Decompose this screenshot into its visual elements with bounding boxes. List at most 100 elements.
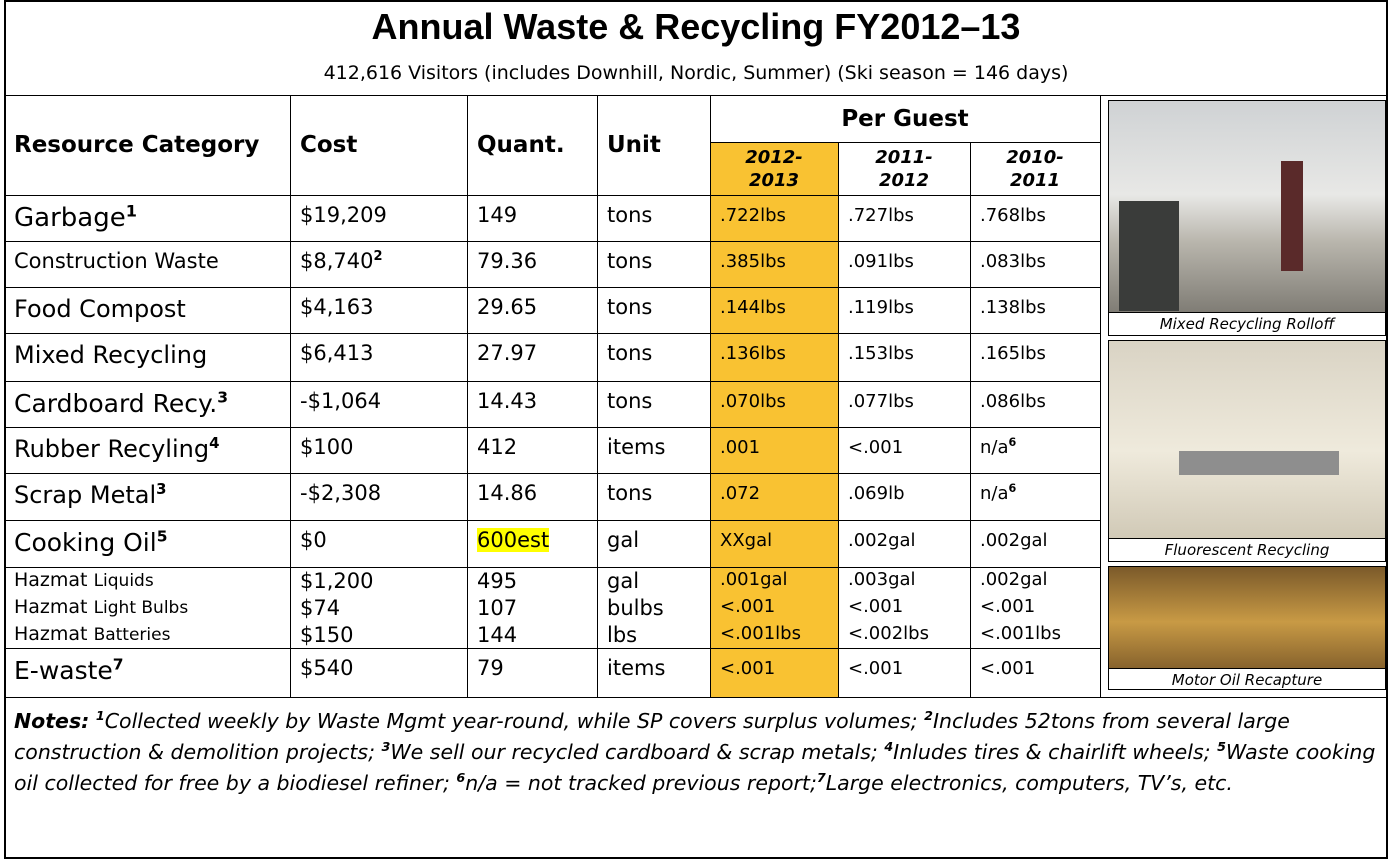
cell-text: 79 xyxy=(477,656,504,680)
table-cell: .070lbs xyxy=(710,381,838,427)
rule xyxy=(4,697,1388,698)
rule xyxy=(597,95,598,697)
table-cell: <.001 xyxy=(710,648,838,697)
table-cell: .086lbs xyxy=(970,381,1100,427)
cell-text: 27.97 xyxy=(477,341,537,365)
notes: Notes: 1Collected weekly by Waste Mgmt y… xyxy=(4,698,1388,856)
superscript: 5 xyxy=(157,528,168,546)
cell-text: $19,209 xyxy=(300,203,387,227)
table-cell: .119lbs xyxy=(838,287,970,333)
cell-text: <.002lbs xyxy=(848,623,929,644)
table-cell: items xyxy=(597,648,710,697)
superscript: 2 xyxy=(373,249,382,264)
cell-text: .727lbs xyxy=(848,205,914,226)
cell-text: <.001 xyxy=(980,658,1035,679)
rule xyxy=(838,142,839,697)
table-cell: .136lbs xyxy=(710,333,838,381)
table-cell: n/a6 xyxy=(970,473,1100,520)
cell-text: 107 xyxy=(477,596,517,620)
table-cell: Hazmat Liquids xyxy=(4,567,290,594)
cell-text: Hazmat xyxy=(14,623,88,645)
table-cell: 27.97 xyxy=(467,333,597,381)
photo-shape xyxy=(1281,161,1303,271)
rule xyxy=(970,142,971,697)
cell-text: Hazmat xyxy=(14,569,88,591)
table-cell: <.001 xyxy=(970,648,1100,697)
cell-text: <.001 xyxy=(848,596,903,617)
table-cell: .002gal xyxy=(970,567,1100,594)
table-cell: .165lbs xyxy=(970,333,1100,381)
rule xyxy=(4,648,1100,649)
rule xyxy=(1100,95,1101,697)
table-cell: 79.36 xyxy=(467,241,597,287)
table-cell: $540 xyxy=(290,648,467,697)
header-text: Unit xyxy=(607,132,661,158)
table-cell: -$2,308 xyxy=(290,473,467,520)
superscript: 5 xyxy=(1217,739,1226,754)
table-cell: n/a6 xyxy=(970,427,1100,473)
rule xyxy=(290,95,291,697)
photo-caption: Mixed Recycling Rolloff xyxy=(1108,312,1386,336)
table-cell: <.001 xyxy=(710,594,838,621)
cell-text: .138lbs xyxy=(980,297,1046,318)
table-cell: .144lbs xyxy=(710,287,838,333)
table-cell: tons xyxy=(597,287,710,333)
table-cell: 107 xyxy=(467,594,597,621)
rule xyxy=(4,427,1100,428)
title: Annual Waste & Recycling FY2012–13 xyxy=(4,6,1388,48)
cell-text: E-waste xyxy=(14,656,113,685)
table-cell: <.002lbs xyxy=(838,621,970,648)
table-cell: .727lbs xyxy=(838,195,970,241)
page: Annual Waste & Recycling FY2012–13 412,6… xyxy=(0,0,1392,861)
cell-text: n/a xyxy=(980,437,1009,458)
superscript: 2 xyxy=(924,708,933,723)
note-text: Inludes tires & chairlift wheels; xyxy=(893,740,1217,764)
cell-text: <.001lbs xyxy=(980,623,1061,644)
table-cell: Food Compost xyxy=(4,287,290,333)
table-cell: gal xyxy=(597,567,710,594)
cell-text: tons xyxy=(607,389,652,413)
table-cell: <.001lbs xyxy=(710,621,838,648)
rule xyxy=(710,95,711,697)
table-cell: .069lb xyxy=(838,473,970,520)
superscript: 7 xyxy=(817,770,826,785)
cell-text: Rubber Recyling xyxy=(14,435,209,463)
cell-text: $100 xyxy=(300,435,353,459)
table-cell: 600est xyxy=(467,520,597,567)
cell-text: .091lbs xyxy=(848,251,914,272)
table-cell: $100 xyxy=(290,427,467,473)
table-cell: $8,7402 xyxy=(290,241,467,287)
photo xyxy=(1108,100,1386,336)
table-cell: 29.65 xyxy=(467,287,597,333)
cell-text: gal xyxy=(607,528,639,552)
cell-text: XXgal xyxy=(720,530,772,551)
cell-text: 144 xyxy=(477,623,517,647)
cell-text: .722lbs xyxy=(720,205,786,226)
rule xyxy=(4,241,1100,242)
cell-text: <.001 xyxy=(720,596,775,617)
cell-text: .002gal xyxy=(980,530,1048,551)
rule xyxy=(4,95,1388,96)
cell-text: 14.86 xyxy=(477,481,537,505)
photo-caption: Fluorescent Recycling xyxy=(1108,538,1386,562)
cell-text: .153lbs xyxy=(848,343,914,364)
photo-shape xyxy=(1119,201,1179,311)
table-cell: $19,209 xyxy=(290,195,467,241)
table-cell: .002gal xyxy=(838,520,970,567)
cell-text: lbs xyxy=(607,623,637,647)
subtitle: 412,616 Visitors (includes Downhill, Nor… xyxy=(4,62,1388,84)
header-text: Quant. xyxy=(477,132,565,158)
superscript: 4 xyxy=(209,434,219,452)
cell-text: .119lbs xyxy=(848,297,914,318)
table-cell: Garbage1 xyxy=(4,195,290,241)
cell-text: Construction Waste xyxy=(14,249,219,273)
cell-text: .002gal xyxy=(980,569,1048,590)
photo-shape xyxy=(1179,451,1339,475)
table-cell: .091lbs xyxy=(838,241,970,287)
header-text: Cost xyxy=(300,132,357,158)
cell-text: tons xyxy=(607,249,652,273)
cell-text: .136lbs xyxy=(720,343,786,364)
table-cell: $6,413 xyxy=(290,333,467,381)
rule xyxy=(4,333,1100,334)
note-text: We sell our recycled cardboard & scrap m… xyxy=(390,740,884,764)
